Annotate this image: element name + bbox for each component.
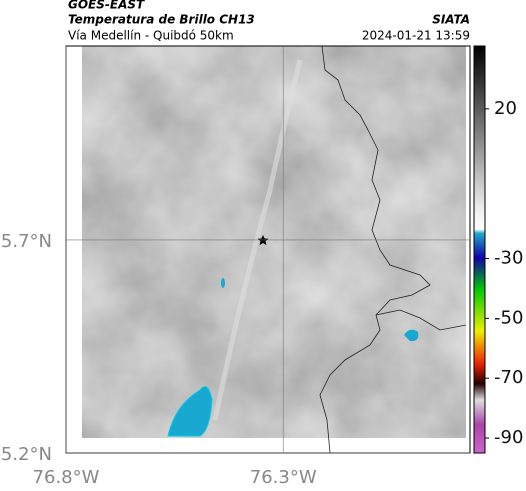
boundary bbox=[375, 309, 467, 331]
title: Temperatura de Brillo CH13 bbox=[68, 13, 255, 27]
x-tick-label: 76.8°W bbox=[33, 467, 100, 488]
cold-cloud bbox=[404, 329, 419, 342]
datetime: 2024-01-21 13:59 bbox=[362, 29, 470, 43]
map bbox=[65, 45, 471, 454]
y-tick-label: 5.2°N bbox=[1, 444, 52, 465]
brightness-field bbox=[82, 46, 466, 438]
cloud-band bbox=[212, 59, 303, 421]
colorbar-tick-label: -90 bbox=[494, 427, 523, 448]
cold-cloud bbox=[221, 278, 225, 288]
x-tick-label: 76.3°W bbox=[250, 467, 317, 488]
y-tick-label: 5.7°N bbox=[1, 231, 52, 252]
colorbar-tick-label: -70 bbox=[494, 367, 523, 388]
colorbar-tick-label: -50 bbox=[494, 307, 523, 328]
source: GOES-EAST bbox=[68, 0, 145, 12]
cold-cloud bbox=[167, 386, 213, 437]
colorbar bbox=[473, 45, 486, 454]
boundary bbox=[319, 45, 431, 454]
colorbar-tick-label: 20 bbox=[494, 98, 517, 119]
org: SIATA bbox=[432, 13, 470, 27]
subtitle: Vía Medellín - Quibdó 50km bbox=[68, 29, 234, 43]
colorbar-tick-label: -30 bbox=[494, 247, 523, 268]
